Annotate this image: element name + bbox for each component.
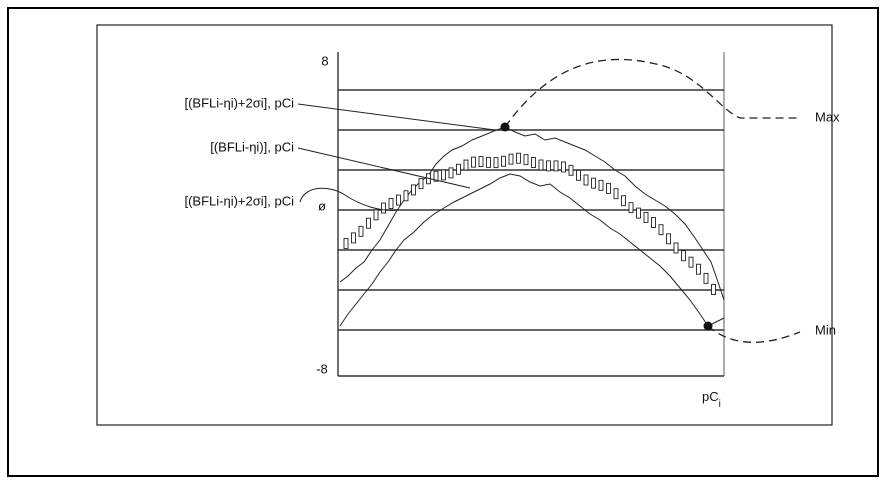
mean-box (561, 161, 566, 173)
mean-box (636, 207, 641, 219)
mean-box (613, 188, 619, 200)
mean-box (411, 184, 416, 196)
mean-box (643, 211, 649, 223)
x-label-sub: i (719, 399, 721, 410)
mean-box (546, 160, 551, 172)
label-leader (299, 187, 399, 211)
min-label: Min (815, 322, 836, 337)
mean-box (448, 167, 454, 179)
lower-curve (339, 173, 725, 327)
mean-box (463, 159, 469, 171)
mean-box (583, 174, 589, 186)
max-label: Max (815, 109, 840, 124)
x-axis-label: pCi (702, 389, 721, 409)
mean-box (351, 232, 356, 244)
curve-label: [(BFLi-ηi)+2σi], pCi (184, 193, 294, 208)
mean-box (381, 202, 386, 214)
outer-frame (7, 7, 879, 477)
mean-box (358, 225, 364, 237)
max-dot (500, 122, 510, 132)
mean-box (433, 170, 439, 182)
label-leader (297, 147, 471, 189)
mean-box (696, 263, 701, 275)
curve-label: [(BFLi-ηi)+2σi], pCi (184, 95, 294, 110)
mean-box (568, 164, 574, 176)
mean-box (388, 198, 394, 209)
mean-box (486, 156, 491, 168)
mean-box (471, 156, 476, 168)
mean-box (418, 178, 424, 190)
upper-curve (339, 126, 725, 301)
max-leader (504, 58, 800, 128)
mean-box (703, 272, 709, 284)
mean-box (673, 242, 679, 254)
mean-box (396, 194, 401, 206)
curve-label: [(BFLi-ηi)], pCi (210, 139, 294, 154)
mean-box (343, 238, 349, 249)
mean-box (621, 195, 626, 207)
mean-box (403, 190, 409, 202)
mean-box (598, 179, 604, 191)
mean-box (501, 155, 506, 167)
axis-bottom-label: -8 (316, 361, 328, 376)
mean-box (681, 250, 686, 262)
mean-box (531, 157, 536, 168)
inner-frame (96, 24, 833, 426)
mean-box (711, 284, 716, 295)
mean-box (456, 163, 461, 175)
mean-box (628, 202, 634, 214)
mean-box (478, 156, 484, 168)
x-label-main: pC (702, 389, 719, 404)
axis-zero-label: ø (318, 198, 326, 213)
mean-box (366, 217, 371, 229)
mean-box (651, 217, 656, 228)
mean-box (516, 152, 521, 164)
min-leader (707, 325, 801, 343)
plot-lines (337, 52, 725, 377)
mean-box (441, 169, 446, 181)
mean-box (591, 177, 596, 189)
label-leader (297, 103, 496, 131)
mean-box (688, 256, 694, 268)
mean-box (576, 169, 581, 181)
mean-boxes (343, 152, 716, 295)
mean-box (666, 233, 671, 245)
min-dot (703, 321, 713, 331)
mean-box (606, 182, 611, 194)
mean-box (493, 157, 499, 169)
mean-box (523, 154, 529, 166)
axis-top-label: 8 (321, 53, 328, 68)
mean-box (373, 209, 379, 221)
mean-box (538, 159, 544, 171)
mean-box (508, 153, 514, 165)
mean-box (658, 224, 664, 236)
mean-box (553, 160, 559, 172)
